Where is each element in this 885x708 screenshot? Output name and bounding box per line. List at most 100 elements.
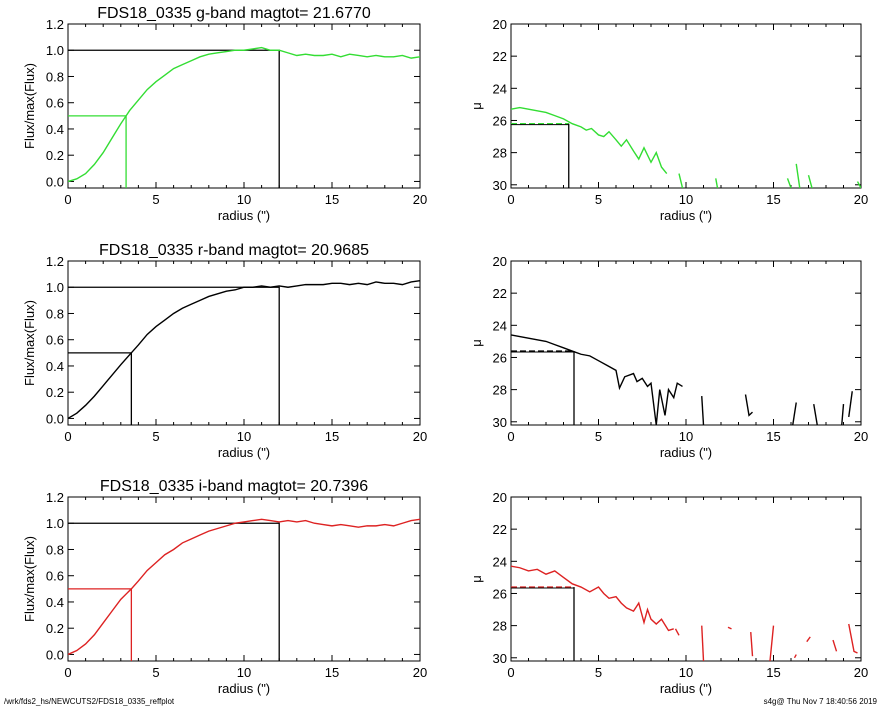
surface-brightness-segment [678,173,684,188]
growth-curve-line [68,518,420,656]
y-tick-label: 0.8 [46,306,64,321]
y-tick-label: 0.4 [46,122,64,137]
y-tick-label: 0.8 [46,542,64,557]
y-tick-label: 28 [493,146,507,161]
y-tick-label: 0.6 [46,333,64,348]
x-tick-label: 20 [854,665,868,680]
y-tick-label: 30 [493,178,507,193]
y-tick-label: 0.4 [46,359,64,374]
surface-brightness-segment [786,178,792,188]
plot-frame [67,23,421,189]
y-tick-label: 30 [493,415,507,430]
plot-area [68,518,420,661]
x-tick-label: 0 [507,665,514,680]
x-tick-label: 5 [595,665,602,680]
x-tick-label: 15 [325,665,339,680]
surface-brightness-segment [744,394,753,417]
half-light-marker [68,115,127,188]
x-tick-label: 5 [152,429,159,444]
y-tick-label: 20 [493,254,507,269]
total-light-marker [68,286,280,425]
x-tick-label: 15 [325,192,339,207]
x-tick-label: 15 [766,665,780,680]
surface-brightness-segment [701,625,705,661]
y-tick-label: 22 [493,522,507,537]
growth-curve-line [68,279,420,420]
x-tick-label: 5 [595,192,602,207]
y-tick-label: 1.0 [46,43,64,58]
surface-brightness-segment [848,623,858,654]
y-tick-label: 1.2 [46,254,64,269]
chart-title: FDS18_0335 g-band magtot= 21.6770 [97,5,371,22]
x-tick-label: 5 [152,665,159,680]
x-tick-label: 0 [507,192,514,207]
y-tick-label: 0.8 [46,69,64,84]
surface-brightness-segment [769,625,775,661]
x-tick-label: 10 [237,665,251,680]
y-tick-label: 0.0 [46,647,64,662]
x-axis-label: radius (") [218,681,270,696]
y-axis-label: μ [469,102,484,110]
surface-brightness-segment [795,163,801,188]
chart-panel-4: 0 5 10 15 20 20 22 24 26 28 30 radius (") μ [469,254,868,460]
chart-panel-3: 0 5 10 15 20 0.0 0.2 0.4 0.6 0.8 1.0 1.2 radius (") F… [22,242,427,460]
x-tick-label: 15 [766,192,780,207]
y-tick-label: 1.0 [46,516,64,531]
y-tick-label: 20 [493,490,507,505]
surface-brightness-segment [727,626,732,630]
surface-brightness-segment [856,181,861,188]
x-tick-label: 0 [64,192,71,207]
total-light-marker [68,49,280,188]
surface-brightness-segment [807,174,813,188]
y-axis-label: μ [469,575,484,583]
surface-brightness-segment [848,391,853,418]
y-tick-label: 26 [493,350,507,365]
y-tick-label: 0.6 [46,569,64,584]
x-tick-label: 20 [413,429,427,444]
y-axis-label: Flux/max(Flux) [22,63,37,149]
surface-brightness-segment [792,402,797,425]
y-tick-label: 0.0 [46,411,64,426]
surface-brightness-segment [715,178,719,188]
plot-area [68,279,420,425]
y-tick-label: 28 [493,619,507,634]
x-axis-label: radius (") [660,208,712,223]
chart-title: FDS18_0335 r-band magtot= 20.9685 [99,242,369,259]
x-tick-label: 15 [325,429,339,444]
y-tick-label: 24 [493,81,507,96]
x-axis-label: radius (") [660,445,712,460]
growth-curve-line [68,46,420,183]
y-tick-label: 0.2 [46,621,64,636]
y-tick-label: 20 [493,17,507,32]
plot-frame [510,260,862,426]
surface-brightness-segment [511,565,674,632]
y-tick-label: 1.0 [46,280,64,295]
y-tick-label: 30 [493,651,507,666]
y-tick-label: 22 [493,49,507,64]
surface-brightness-segment [750,632,754,657]
y-tick-label: 28 [493,383,507,398]
x-tick-label: 0 [64,429,71,444]
surface-brightness-segment [841,404,845,425]
plot-area [511,565,858,661]
y-tick-label: 22 [493,286,507,301]
x-tick-label: 0 [64,665,71,680]
y-tick-label: 26 [493,586,507,601]
x-tick-label: 10 [679,665,693,680]
plot-area [68,46,420,188]
total-light-marker [68,522,280,661]
x-axis-label: radius (") [218,445,270,460]
surface-brightness-segment [511,106,668,174]
x-tick-label: 20 [854,429,868,444]
chart-panel-1: 0 5 10 15 20 0.0 0.2 0.4 0.6 0.8 1.0 1.2 radius (") F… [22,5,427,223]
y-tick-label: 26 [493,113,507,128]
x-tick-label: 20 [413,665,427,680]
x-tick-label: 5 [595,429,602,444]
x-tick-label: 15 [766,429,780,444]
y-tick-label: 0.2 [46,148,64,163]
plot-area [511,334,853,425]
x-tick-label: 10 [679,429,693,444]
x-axis-label: radius (") [218,208,270,223]
y-tick-label: 24 [493,554,507,569]
x-tick-label: 20 [854,192,868,207]
